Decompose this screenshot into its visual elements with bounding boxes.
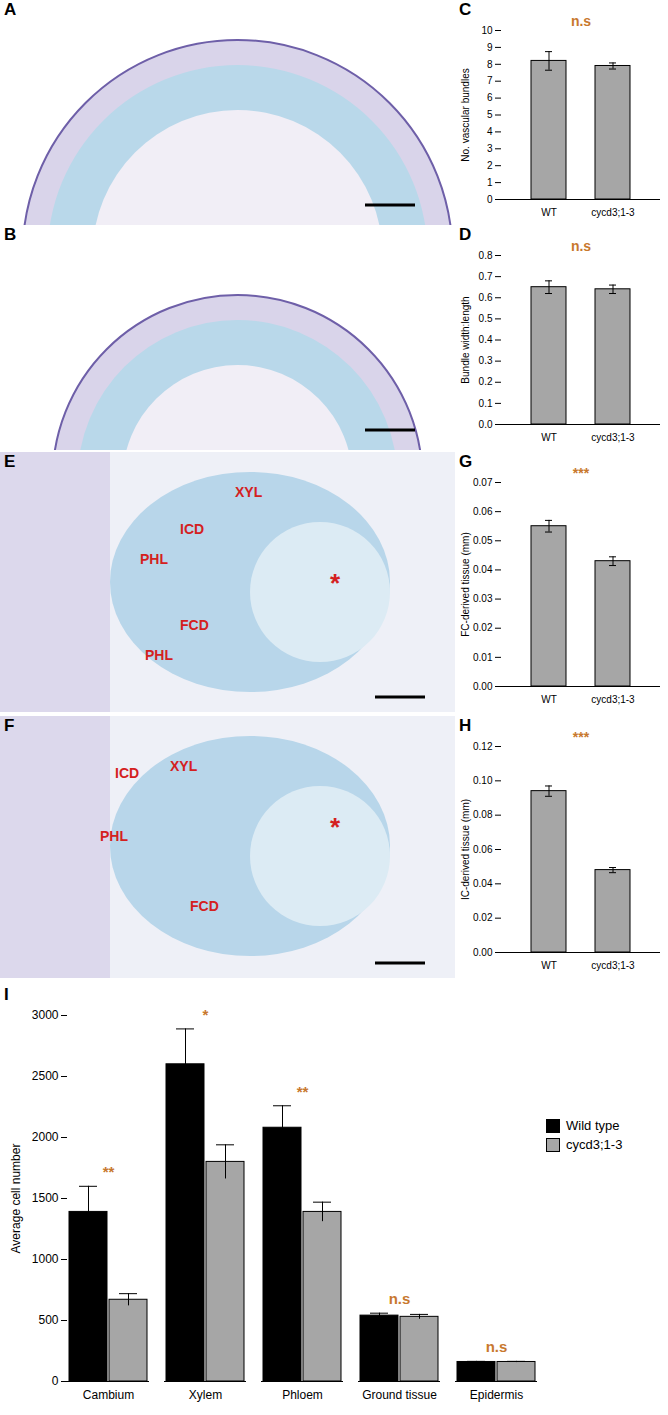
svg-text:0.05: 0.05 bbox=[473, 535, 493, 546]
svg-text:0.00: 0.00 bbox=[473, 947, 493, 958]
svg-text:PHL: PHL bbox=[140, 551, 168, 567]
svg-text:1000: 1000 bbox=[32, 1252, 59, 1266]
svg-text:*: * bbox=[203, 1006, 209, 1023]
svg-text:0.04: 0.04 bbox=[473, 564, 493, 575]
svg-text:Xylem: Xylem bbox=[189, 1388, 222, 1402]
svg-text:***: *** bbox=[573, 729, 590, 745]
html-text:G: G bbox=[459, 452, 473, 471]
svg-text:cycd3;1-3: cycd3;1-3 bbox=[591, 207, 635, 218]
svg-text:n.s: n.s bbox=[389, 1290, 411, 1307]
svg-text:FC-derived tissue (mm): FC-derived tissue (mm) bbox=[460, 532, 471, 636]
svg-text:Epidermis: Epidermis bbox=[470, 1388, 523, 1402]
svg-text:**: ** bbox=[103, 1163, 115, 1180]
svg-text:Phloem: Phloem bbox=[282, 1388, 323, 1402]
svg-text:1: 1 bbox=[487, 177, 493, 188]
svg-text:cycd3;1-3: cycd3;1-3 bbox=[591, 960, 635, 971]
svg-text:6: 6 bbox=[487, 92, 493, 103]
svg-text:ICD: ICD bbox=[180, 521, 204, 537]
svg-text:0.01: 0.01 bbox=[473, 652, 493, 663]
svg-text:3: 3 bbox=[487, 143, 493, 154]
svg-text:0.2: 0.2 bbox=[479, 376, 493, 387]
svg-text:0.10: 0.10 bbox=[473, 775, 493, 786]
svg-text:2: 2 bbox=[487, 160, 493, 171]
svg-text:WT: WT bbox=[541, 960, 557, 971]
svg-text:***: *** bbox=[573, 465, 590, 481]
svg-text:0: 0 bbox=[52, 1374, 59, 1388]
svg-text:0.06: 0.06 bbox=[473, 844, 493, 855]
svg-text:0.08: 0.08 bbox=[473, 809, 493, 820]
svg-text:cycd3;1-3: cycd3;1-3 bbox=[591, 432, 635, 443]
svg-text:cycd3;1-3: cycd3;1-3 bbox=[591, 694, 635, 705]
svg-text:n.s: n.s bbox=[571, 13, 591, 29]
svg-text:0.0: 0.0 bbox=[479, 419, 493, 430]
svg-text:3000: 3000 bbox=[32, 1008, 59, 1022]
svg-text:Ground tissue: Ground tissue bbox=[362, 1388, 437, 1402]
html-text:H: H bbox=[459, 716, 472, 735]
svg-text:FCD: FCD bbox=[190, 898, 219, 914]
svg-text:2000: 2000 bbox=[32, 1130, 59, 1144]
svg-text:n.s: n.s bbox=[486, 1338, 508, 1355]
svg-text:XYL: XYL bbox=[170, 758, 198, 774]
html-text:cycd3;1-3: cycd3;1-3 bbox=[566, 1137, 623, 1152]
svg-text:0.07: 0.07 bbox=[473, 477, 493, 488]
svg-text:Cambium: Cambium bbox=[83, 1388, 134, 1402]
svg-text:2500: 2500 bbox=[32, 1069, 59, 1083]
html-text:I: I bbox=[4, 985, 9, 1004]
html-text:C: C bbox=[459, 0, 472, 19]
svg-text:0.4: 0.4 bbox=[479, 334, 493, 345]
svg-text:10: 10 bbox=[481, 25, 493, 36]
html-text:Wild type: Wild type bbox=[566, 1118, 620, 1133]
svg-text:0.12: 0.12 bbox=[473, 741, 493, 752]
svg-text:0.04: 0.04 bbox=[473, 878, 493, 889]
html-text:E: E bbox=[4, 452, 16, 471]
svg-text:0.8: 0.8 bbox=[479, 250, 493, 261]
svg-text:WT: WT bbox=[541, 432, 557, 443]
svg-text:500: 500 bbox=[38, 1313, 58, 1327]
svg-text:No. vascular bundles: No. vascular bundles bbox=[460, 68, 471, 161]
html-text:B: B bbox=[4, 225, 17, 244]
svg-text:PHL: PHL bbox=[145, 647, 173, 663]
svg-text:WT: WT bbox=[541, 694, 557, 705]
svg-text:**: ** bbox=[297, 1083, 309, 1100]
svg-text:*: * bbox=[330, 568, 341, 598]
svg-text:0.6: 0.6 bbox=[479, 292, 493, 303]
svg-text:Average cell number: Average cell number bbox=[9, 1144, 23, 1254]
svg-text:9: 9 bbox=[487, 42, 493, 53]
svg-text:*: * bbox=[330, 812, 341, 842]
html-text:D: D bbox=[459, 225, 472, 244]
svg-text:0.1: 0.1 bbox=[479, 398, 493, 409]
svg-text:IC-derived tissue (mm): IC-derived tissue (mm) bbox=[460, 799, 471, 900]
svg-text:0: 0 bbox=[487, 194, 493, 205]
svg-text:0.03: 0.03 bbox=[473, 593, 493, 604]
svg-text:WT: WT bbox=[541, 207, 557, 218]
svg-text:0.02: 0.02 bbox=[473, 912, 493, 923]
svg-text:ICD: ICD bbox=[115, 765, 139, 781]
svg-text:8: 8 bbox=[487, 59, 493, 70]
svg-text:FCD: FCD bbox=[180, 617, 209, 633]
svg-text:0.06: 0.06 bbox=[473, 506, 493, 517]
svg-text:7: 7 bbox=[487, 75, 493, 86]
svg-text:PHL: PHL bbox=[100, 828, 128, 844]
svg-text:Bundle width:length: Bundle width:length bbox=[460, 296, 471, 383]
svg-text:1500: 1500 bbox=[32, 1191, 59, 1205]
svg-text:0.02: 0.02 bbox=[473, 622, 493, 633]
html-text:A: A bbox=[4, 0, 17, 19]
svg-text:n.s: n.s bbox=[571, 238, 591, 254]
html-text:F: F bbox=[4, 716, 15, 735]
svg-text:0.5: 0.5 bbox=[479, 313, 493, 324]
svg-text:5: 5 bbox=[487, 109, 493, 120]
svg-text:4: 4 bbox=[487, 126, 493, 137]
svg-text:0.3: 0.3 bbox=[479, 355, 493, 366]
svg-text:0.00: 0.00 bbox=[473, 681, 493, 692]
svg-text:XYL: XYL bbox=[235, 484, 263, 500]
svg-text:0.7: 0.7 bbox=[479, 271, 493, 282]
